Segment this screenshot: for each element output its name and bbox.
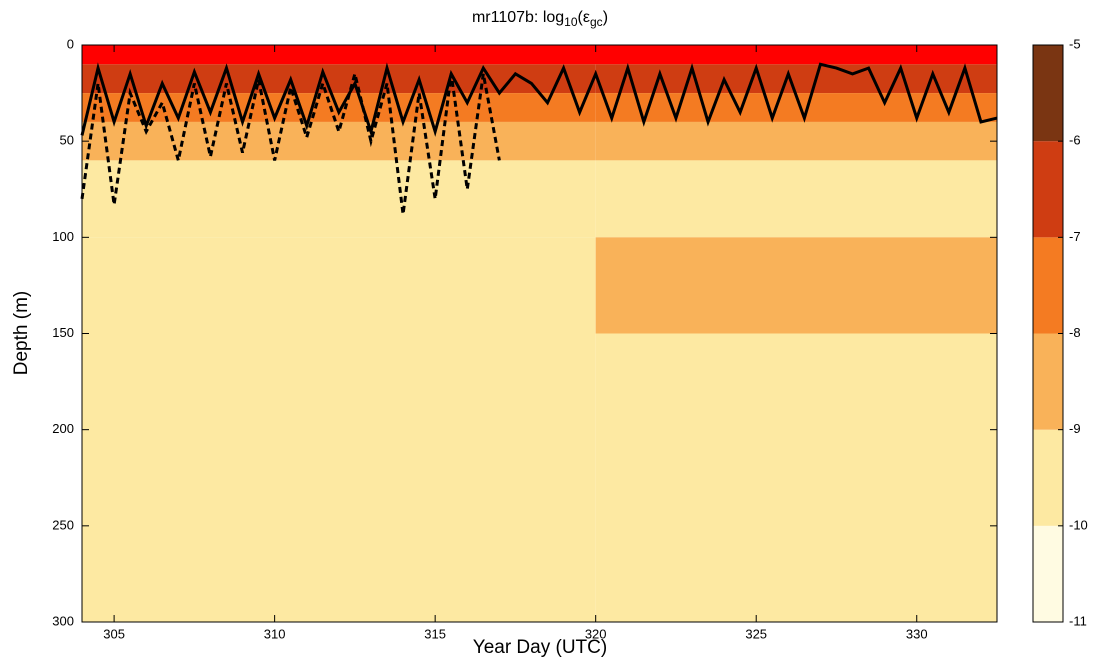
colorbar-label: -11 <box>1069 613 1087 628</box>
colorbar-label: -9 <box>1069 421 1081 436</box>
colorbar-label: -7 <box>1069 229 1081 244</box>
colorbar-label: -6 <box>1069 133 1081 148</box>
x-tick-label: 310 <box>264 626 286 641</box>
colorbar-swatch <box>1033 45 1063 142</box>
depth-line <box>80 62 998 137</box>
colorbar-swatch <box>1033 525 1063 622</box>
x-tick-label: 330 <box>906 626 928 641</box>
field-cell <box>82 237 596 334</box>
y-tick-label: 150 <box>52 325 74 340</box>
x-tick-label: 325 <box>745 626 767 641</box>
colorbar-swatch <box>1033 429 1063 526</box>
field-cell <box>82 333 596 622</box>
field-cell <box>595 121 997 161</box>
field-cell <box>595 160 997 238</box>
field-cell <box>595 237 997 334</box>
y-tick-label: 250 <box>52 517 74 532</box>
y-tick-label: 300 <box>52 613 74 628</box>
title-sub: gc <box>590 15 603 29</box>
x-tick-label: 305 <box>103 626 125 641</box>
chart-title: mr1107b: log10(εgc) <box>472 9 608 29</box>
title-part: mr1107b: log <box>472 9 564 26</box>
y-tick-label: 0 <box>67 36 74 51</box>
colorbar-swatch <box>1033 141 1063 238</box>
y-tick-label: 200 <box>52 421 74 436</box>
title-part: (ε <box>578 9 590 26</box>
field-cell <box>82 160 596 238</box>
surface-band <box>82 45 997 65</box>
depth-line <box>80 67 501 215</box>
y-axis-label: Depth (m) <box>11 291 32 375</box>
colorbar-label: -5 <box>1069 36 1081 51</box>
x-tick-label: 320 <box>585 626 607 641</box>
x-tick-label: 315 <box>424 626 446 641</box>
y-tick-label: 100 <box>52 229 74 244</box>
x-axis-label: Year Day (UTC) <box>473 637 607 658</box>
colorbar-swatch <box>1033 237 1063 334</box>
title-sub: 10 <box>564 15 578 29</box>
field-cell <box>595 333 997 622</box>
y-tick-label: 50 <box>60 133 74 148</box>
colorbar-label: -8 <box>1069 325 1081 340</box>
colorbar-label: -10 <box>1069 517 1088 532</box>
colorbar-swatch <box>1033 333 1063 430</box>
title-part: ) <box>603 9 608 26</box>
